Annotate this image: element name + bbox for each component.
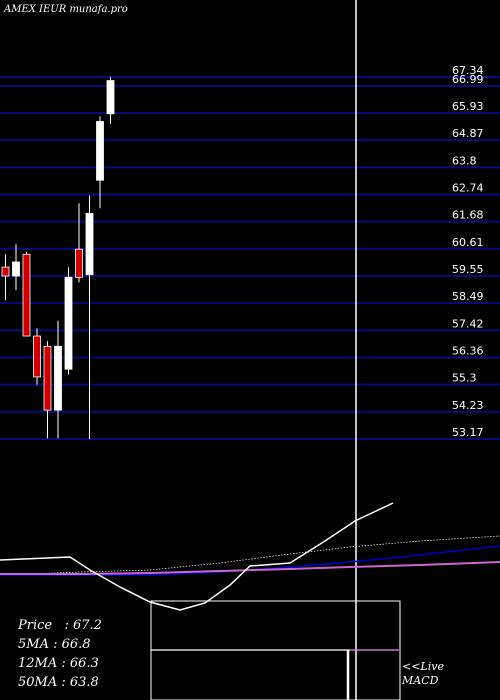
candle-down <box>33 335 41 378</box>
y-tick-label: 58.49 <box>452 290 484 303</box>
stat-50ma: 50MA : 63.8 <box>18 675 99 690</box>
y-tick-label: 57.42 <box>452 317 484 330</box>
y-tick-label: 64.87 <box>452 127 484 140</box>
candles <box>1 77 115 439</box>
y-tick-label: 54.23 <box>452 399 484 412</box>
y-tick-label: 67.34 <box>452 64 484 77</box>
y-tick-label: 59.55 <box>452 263 484 276</box>
candle-up <box>12 261 20 277</box>
moving-average-panel <box>0 502 500 611</box>
macd-label: MACD <box>402 674 439 687</box>
y-tick-label: 61.68 <box>452 209 484 222</box>
price-trend-line <box>0 502 394 611</box>
candle-up <box>54 345 62 411</box>
macd-panel <box>150 600 401 700</box>
stat-12ma: 12MA : 66.3 <box>18 656 99 671</box>
ma-dotted-line <box>0 535 500 576</box>
live-label: <<Live <box>402 660 444 673</box>
candle-up <box>106 80 115 115</box>
candle-up <box>96 121 104 181</box>
y-tick-label: 66.99 <box>452 73 484 86</box>
candle-down <box>75 248 83 278</box>
price-gridlines <box>0 76 500 440</box>
y-tick-label: 65.93 <box>452 100 484 113</box>
candle-down <box>1 266 10 277</box>
y-tick-label: 56.36 <box>452 345 484 358</box>
ma-pink-line <box>0 561 500 575</box>
candle-up <box>64 276 73 370</box>
y-tick-label: 53.17 <box>452 426 484 439</box>
y-tick-label: 62.74 <box>452 182 484 195</box>
chart-title: AMEX IEUR munafa.pro <box>4 4 128 15</box>
stat-price: Price : 67.2 <box>18 618 102 633</box>
stats-panel: Price : 67.2 5MA : 66.8 12MA : 66.3 50MA… <box>18 616 102 692</box>
live-macd-label: <<Live MACD <box>402 660 444 688</box>
stat-5ma: 5MA : 66.8 <box>18 637 91 652</box>
candle-down <box>43 345 52 411</box>
candle-down <box>22 253 31 337</box>
y-tick-label: 55.3 <box>452 372 477 385</box>
candle-up <box>85 213 94 276</box>
y-tick-label: 63.8 <box>452 154 477 167</box>
y-tick-label: 60.61 <box>452 236 484 249</box>
